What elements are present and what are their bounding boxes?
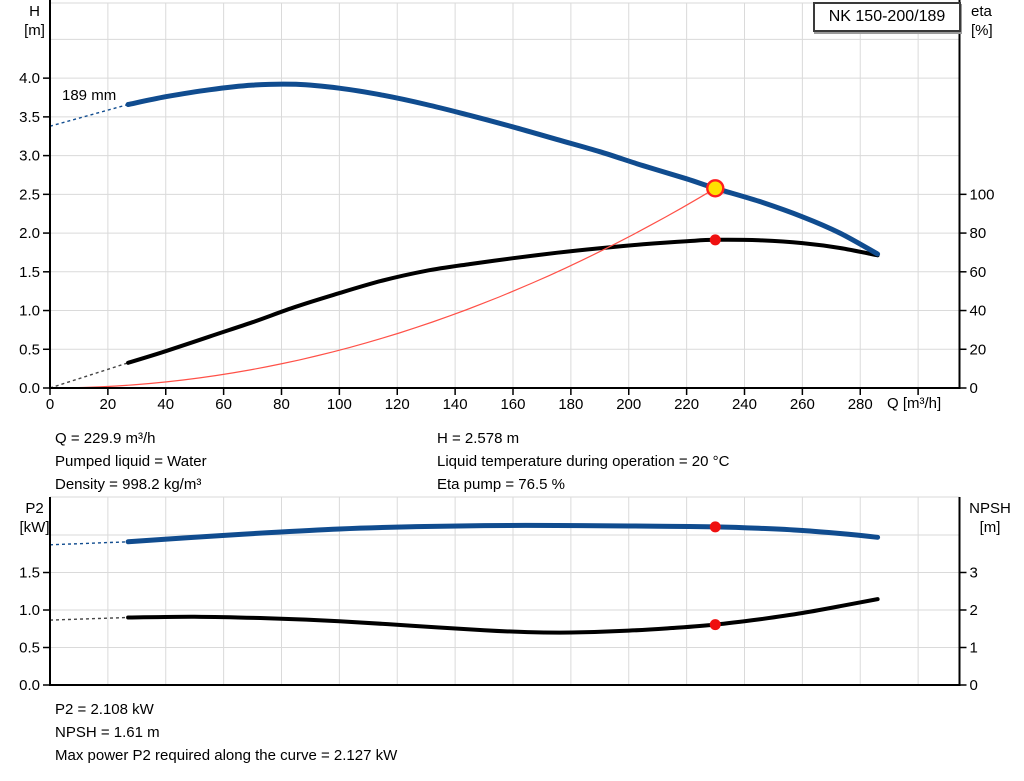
x-tick-label: 180 [558,396,583,413]
head-curve [125,81,881,257]
x-tick-label: 280 [848,396,873,413]
p2-operating-point [709,521,721,533]
p2-curve [125,522,881,545]
eta-curve-dashed [49,362,129,389]
info-pumped-liquid: Pumped liquid = Water [55,453,207,470]
system-curve [49,187,716,389]
result-p2: P2 = 2.108 kW [55,701,154,718]
left-tick-label: 1.0 [19,303,40,320]
left-tick-label: 3.0 [19,148,40,165]
left-tick-label: 0.0 [19,380,40,397]
p2-axis-unit: [kW] [19,519,50,536]
right-tick-label: 2 [970,602,978,619]
x-tick-label: 120 [385,396,410,413]
npsh-curve-dashed [49,616,129,621]
right-tick-label: 40 [970,303,987,320]
h-axis-unit: [m] [24,22,45,39]
left-tick-label: 0.0 [19,677,40,694]
head-curve-dashed [49,103,129,127]
p2-npsh-chart: 0.0 0.5 1.0 1.5 0 1 2 3 [19,496,978,694]
right-tick-label: 60 [970,264,987,281]
x-tick-label: 60 [215,396,232,413]
x-tick-label: 20 [100,396,117,413]
p2-curve-dashed [49,541,129,546]
p2-axis-symbol: P2 [25,500,44,517]
q-axis-label: Q [m³/h] [887,395,942,412]
left-tick-label: 4.0 [19,70,40,87]
right-tick-label: 20 [970,341,987,358]
x-tick-label: 220 [674,396,699,413]
info-q: Q = 229.9 m³/h [55,430,156,447]
left-tick-label: 0.5 [19,341,40,358]
left-tick-label: 2.0 [19,225,40,242]
info-h: H = 2.578 m [437,430,520,447]
x-tick-label: 40 [157,396,174,413]
result-max-power: Max power P2 required along the curve = … [55,747,398,764]
p2-axis-label: P2 [kW] [11,499,58,537]
x-tick-label: 260 [790,396,815,413]
left-tick-label: 1.5 [19,565,40,582]
npsh-axis-label: NPSH [m] [964,499,1016,537]
left-tick-label: 3.5 [19,109,40,126]
left-tick-label: 0.5 [19,640,40,657]
h-axis-label: H [m] [11,2,58,40]
right-tick-label: 1 [970,639,978,656]
left-tick-label: 2.5 [19,186,40,203]
eta-curve [126,237,880,365]
eta-axis-label: eta [%] [971,2,993,40]
qh-eta-chart: 0 20 40 60 80 100 120 140 160 180 200 220 240 260 2800… [19,0,995,413]
right-tick-label: 3 [970,564,978,581]
eta-operating-point [709,234,721,246]
right-tick-label: 80 [970,225,987,242]
eta-axis-symbol: eta [971,3,992,20]
impeller-diameter-label: 189 mm [62,87,117,104]
eta-axis-unit: [%] [971,22,993,39]
duty-info-right: H = 2.578 m Liquid temperature during op… [437,427,729,496]
npsh-curve [126,597,880,635]
x-tick-label: 100 [327,396,352,413]
result-npsh: NPSH = 1.61 m [55,724,160,741]
right-tick-label: 100 [970,186,995,203]
info-liquid-temperature: Liquid temperature during operation = 20… [437,453,730,470]
pump-model-box: NK 150-200/189 [813,2,961,32]
x-tick-label: 0 [46,396,54,413]
left-tick-label: 1.0 [19,602,40,619]
right-tick-label: 0 [970,677,978,694]
npsh-axis-symbol: NPSH [969,500,1011,517]
duty-point [706,179,725,198]
x-tick-label: 80 [273,396,290,413]
info-density: Density = 998.2 kg/m³ [55,476,202,493]
duty-info-left: Q = 229.9 m³/h Pumped liquid = Water Den… [55,427,207,496]
h-axis-symbol: H [29,3,40,20]
results-footer: P2 = 2.108 kW NPSH = 1.61 m Max power P2… [55,698,397,767]
npsh-axis-unit: [m] [979,519,1001,536]
left-tick-label: 1.5 [19,264,40,281]
npsh-operating-point [709,619,721,631]
x-tick-label: 200 [616,396,641,413]
x-tick-label: 140 [443,396,468,413]
x-tick-label: 240 [732,396,757,413]
info-eta-pump: Eta pump = 76.5 % [437,476,565,493]
pump-model-label: NK 150-200/189 [828,8,946,25]
right-tick-label: 0 [970,380,978,397]
x-tick-label: 160 [500,396,525,413]
